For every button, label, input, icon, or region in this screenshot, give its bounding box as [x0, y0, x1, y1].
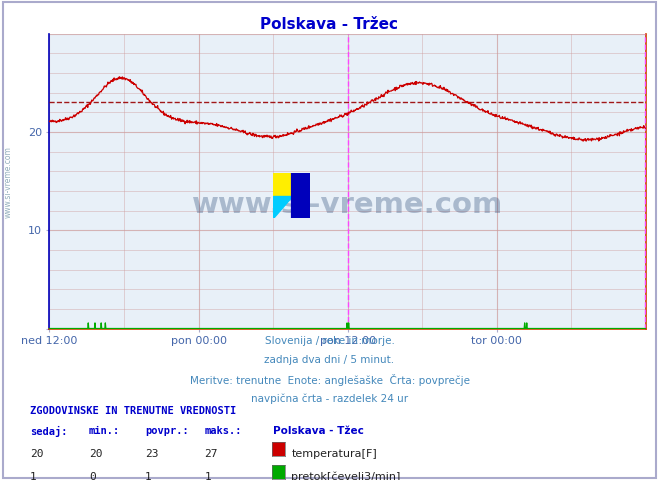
Text: sedaj:: sedaj: [30, 426, 67, 437]
Text: zadnja dva dni / 5 minut.: zadnja dva dni / 5 minut. [264, 355, 395, 365]
Text: maks.:: maks.: [204, 426, 242, 436]
Text: 0: 0 [89, 472, 96, 480]
Text: 1: 1 [30, 472, 36, 480]
Text: www.si-vreme.com: www.si-vreme.com [4, 146, 13, 218]
Text: 20: 20 [30, 449, 43, 459]
Text: temperatura[F]: temperatura[F] [291, 449, 377, 459]
Text: ZGODOVINSKE IN TRENUTNE VREDNOSTI: ZGODOVINSKE IN TRENUTNE VREDNOSTI [30, 406, 236, 416]
Text: 23: 23 [145, 449, 158, 459]
Text: pretok[čevelj3/min]: pretok[čevelj3/min] [291, 472, 401, 480]
Text: Polskava - Tržec: Polskava - Tržec [260, 17, 399, 32]
Text: Polskava - Tžec: Polskava - Tžec [273, 426, 364, 436]
Bar [273, 173, 291, 196]
Text: 27: 27 [204, 449, 217, 459]
Text: 1: 1 [204, 472, 211, 480]
Text: min.:: min.: [89, 426, 120, 436]
Text: Slovenija / reke in morje.: Slovenija / reke in morje. [264, 336, 395, 346]
Polygon shape [291, 173, 310, 218]
Polygon shape [291, 173, 310, 218]
Text: povpr.:: povpr.: [145, 426, 188, 436]
Text: 1: 1 [145, 472, 152, 480]
Polygon shape [273, 196, 291, 218]
Text: 20: 20 [89, 449, 102, 459]
Text: Meritve: trenutne  Enote: anglešaške  Črta: povprečje: Meritve: trenutne Enote: anglešaške Črta… [190, 374, 469, 386]
Text: navpična črta - razdelek 24 ur: navpična črta - razdelek 24 ur [251, 394, 408, 404]
Text: www.si-vreme.com: www.si-vreme.com [192, 191, 503, 219]
